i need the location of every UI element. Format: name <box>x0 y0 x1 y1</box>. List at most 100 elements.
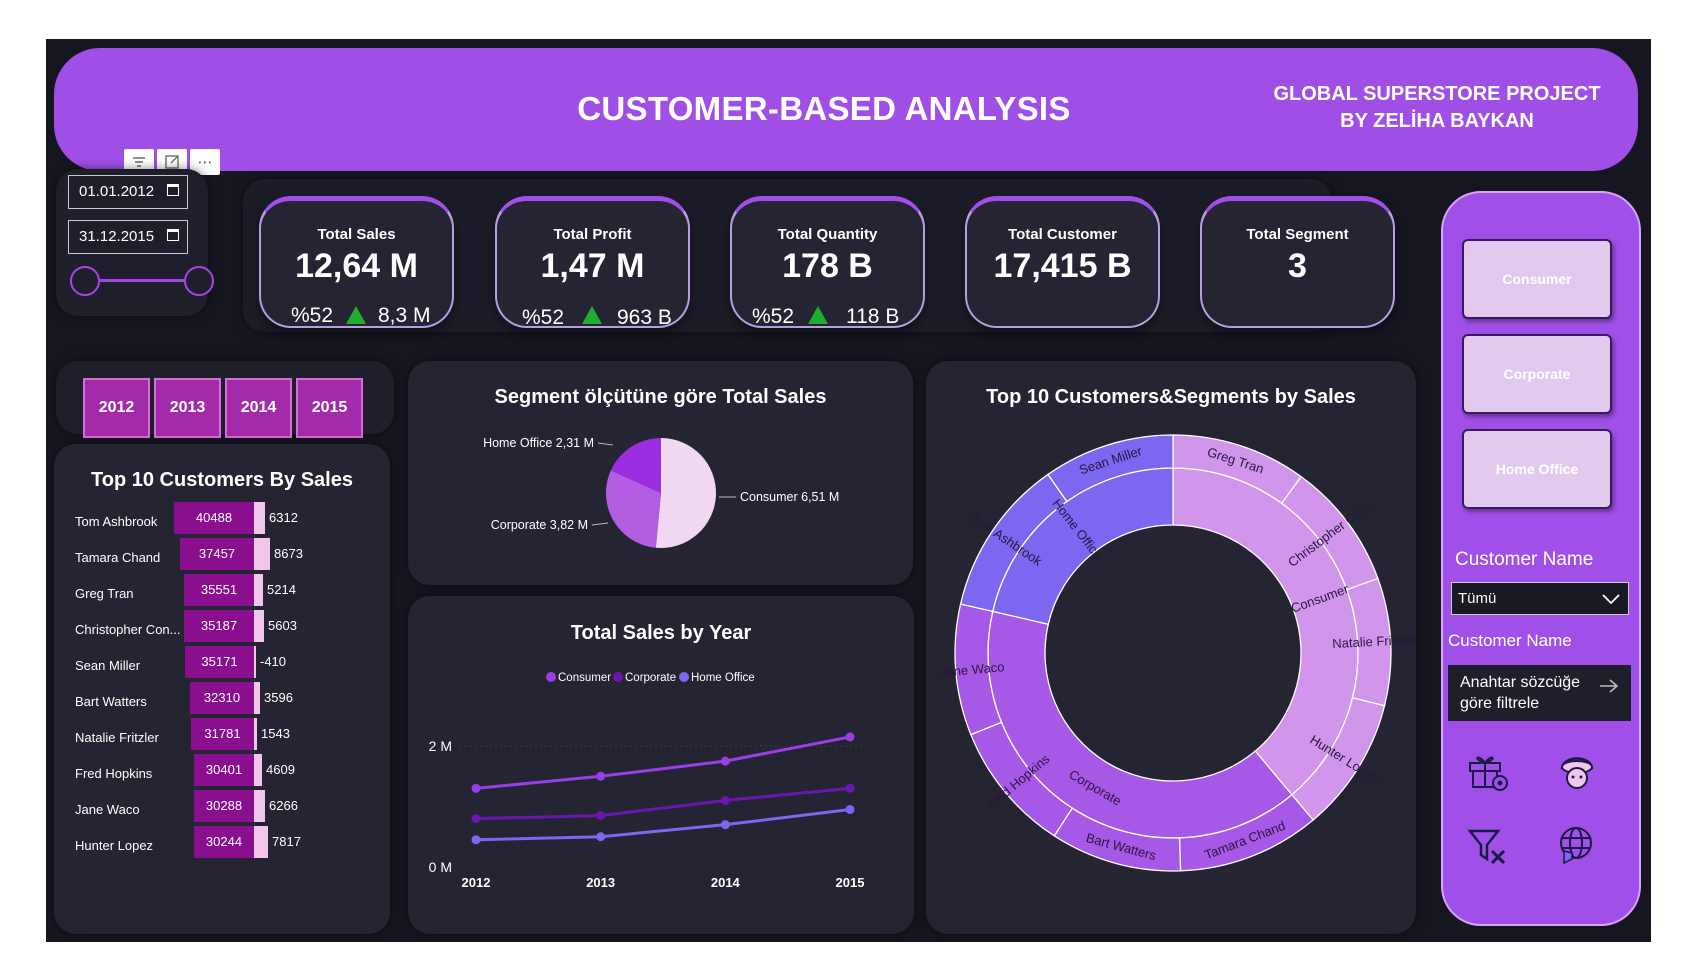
more-options-icon[interactable]: ⋯ <box>190 149 220 175</box>
customer-name: Christopher Con... <box>75 622 181 637</box>
profit-bar[interactable] <box>254 682 260 714</box>
year-button-2013[interactable]: 2013 <box>154 378 221 438</box>
y-tick-label: 2 M <box>429 738 452 754</box>
bar-row[interactable]: Fred Hopkins 30401 4609 <box>54 754 390 790</box>
data-point[interactable] <box>845 783 855 793</box>
profit-label: 1543 <box>261 726 290 741</box>
end-date-input[interactable]: 31.12.2015 <box>68 220 188 254</box>
x-tick-label: 2014 <box>711 875 741 890</box>
sales-bar[interactable]: 30288 <box>194 790 254 822</box>
pie-slice-consumer[interactable] <box>655 438 717 548</box>
bar-row[interactable]: Tamara Chand 37457 8673 <box>54 538 390 574</box>
data-point[interactable] <box>471 814 481 824</box>
data-point[interactable] <box>596 811 606 821</box>
pie-leader-line <box>597 442 614 446</box>
pie-slice-corporate[interactable] <box>606 470 661 548</box>
bar-row[interactable]: Jane Waco 30288 6266 <box>54 790 390 826</box>
pie-slice-home-office[interactable] <box>610 438 661 493</box>
sales-bar[interactable]: 30244 <box>194 826 254 858</box>
profit-bar[interactable] <box>254 646 256 678</box>
bar-row[interactable]: Sean Miller 35171 -410 <box>54 646 390 682</box>
legend-label[interactable]: Home Office <box>691 672 755 684</box>
bar-row[interactable]: Natalie Fritzler 31781 1543 <box>54 718 390 754</box>
sales-bar[interactable]: 35551 <box>184 574 254 606</box>
customer-name-dropdown[interactable]: Tümü <box>1451 582 1629 615</box>
kpi-value: 3 <box>1288 247 1307 285</box>
profit-bar[interactable] <box>254 826 268 858</box>
profit-bar[interactable] <box>254 538 270 570</box>
calendar-icon[interactable] <box>167 229 179 241</box>
bar-row[interactable]: Tom Ashbrook 40488 6312 <box>54 502 390 538</box>
sales-bar[interactable]: 35187 <box>184 610 254 642</box>
calendar-icon[interactable] <box>167 184 179 196</box>
sales-bar[interactable]: 30401 <box>194 754 254 786</box>
legend-marker[interactable] <box>546 672 556 682</box>
legend-marker[interactable] <box>613 672 623 682</box>
kpi-delta: 118 B <box>846 305 900 328</box>
profit-bar[interactable] <box>254 754 262 786</box>
segment-button-corporate[interactable]: Corporate <box>1462 334 1612 414</box>
date-range-end-handle[interactable] <box>184 266 214 296</box>
segment-pie-panel: Segment ölçütüne göre Total Sales Home O… <box>408 361 913 585</box>
date-range-start-handle[interactable] <box>70 266 100 296</box>
kpi-title: Total Segment <box>1246 226 1349 243</box>
profit-bar[interactable] <box>254 790 265 822</box>
project-subtitle-line2: BY ZELİHA BAYKAN <box>1340 110 1534 132</box>
bar-row[interactable]: Hunter Lopez 30244 7817 <box>54 826 390 862</box>
legend-marker[interactable] <box>679 672 689 682</box>
segment-button-home-office[interactable]: Home Office <box>1462 429 1612 509</box>
data-point[interactable] <box>471 835 481 845</box>
year-button-2012[interactable]: 2012 <box>83 378 150 438</box>
globe-icon[interactable] <box>1554 825 1600 867</box>
arrow-right-icon[interactable] <box>1599 679 1619 693</box>
bar-row[interactable]: Bart Watters 32310 3596 <box>54 682 390 718</box>
legend-label[interactable]: Corporate <box>625 672 676 684</box>
sunburst-outer-sean[interactable] <box>1047 434 1174 503</box>
sales-bar[interactable]: 31781 <box>191 718 254 750</box>
clear-filter-icon[interactable] <box>1468 827 1514 869</box>
top-customers-panel: Top 10 Customers By Sales Tom Ashbrook 40… <box>54 444 390 934</box>
segment-button-consumer[interactable]: Consumer <box>1462 239 1612 319</box>
trend-up-icon <box>808 306 828 324</box>
data-point[interactable] <box>596 832 606 842</box>
support-agent-icon[interactable] <box>1554 751 1600 793</box>
series-line-corporate[interactable] <box>475 786 851 821</box>
profit-bar[interactable] <box>254 718 257 750</box>
data-point[interactable] <box>720 820 730 830</box>
sales-bar[interactable]: 35171 <box>185 646 254 678</box>
data-point[interactable] <box>845 805 855 815</box>
year-button-2014[interactable]: 2014 <box>225 378 292 438</box>
date-range-track[interactable] <box>84 279 200 282</box>
sales-bar[interactable]: 32310 <box>190 682 254 714</box>
series-line-consumer[interactable] <box>475 735 851 790</box>
profit-label: 6266 <box>269 798 298 813</box>
sales-bar[interactable]: 37457 <box>180 538 254 570</box>
profit-label: -410 <box>260 654 287 669</box>
data-point[interactable] <box>471 783 481 793</box>
data-point[interactable] <box>845 732 855 742</box>
y-tick-label: 0 M <box>429 859 452 875</box>
customer-name-search-label: Customer Name <box>1448 631 1572 650</box>
bar-row[interactable]: Greg Tran 35551 5214 <box>54 574 390 610</box>
data-point[interactable] <box>596 771 606 781</box>
bar-row[interactable]: Christopher Con... 35187 5603 <box>54 610 390 646</box>
profit-bar[interactable] <box>254 574 263 606</box>
sunburst-label-jane: Jane Waco <box>939 659 1005 680</box>
profit-bar[interactable] <box>254 502 265 534</box>
kpi-value: 1,47 M <box>540 247 645 285</box>
profit-label: 4609 <box>266 762 295 777</box>
kpi-total-quantity: Total Quantity 178 B %52 118 B <box>730 196 925 328</box>
gift-icon[interactable] <box>1466 751 1512 793</box>
data-point[interactable] <box>720 795 730 805</box>
sales-bar[interactable]: 40488 <box>174 502 254 534</box>
start-date-input[interactable]: 01.01.2012 <box>68 175 188 209</box>
customer-name-search-input[interactable]: Anahtar sözcüğe göre filtrele <box>1448 665 1631 721</box>
kpi-value: 178 B <box>782 247 873 285</box>
profit-label: 5603 <box>268 618 297 633</box>
profit-label: 3596 <box>264 690 293 705</box>
series-line-home-office[interactable] <box>475 808 851 842</box>
profit-bar[interactable] <box>254 610 264 642</box>
data-point[interactable] <box>720 756 730 766</box>
legend-label[interactable]: Consumer <box>558 672 611 684</box>
year-button-2015[interactable]: 2015 <box>296 378 363 438</box>
